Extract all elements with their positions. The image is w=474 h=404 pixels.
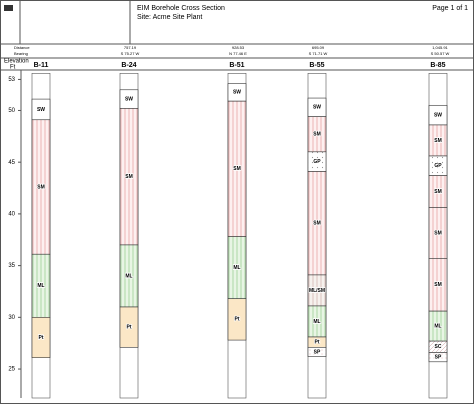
y-tick-label: 25 [8,367,15,373]
soil-label: SM [37,184,45,190]
y-tick-label: 30 [8,315,15,321]
bearing: S 75.27 W [121,51,140,56]
soil-label: ML [313,319,320,325]
row-label: Distance [14,45,30,50]
soil-label: SM [125,174,133,180]
title: EIM Borehole Cross Section [137,5,225,12]
soil-label: ML [434,323,441,329]
soil-label: SC [435,344,442,350]
distance: 757.19 [124,45,137,50]
soil-label: ML [125,273,132,279]
soil-layer [31,317,51,358]
soil-label: SM [434,230,442,236]
distance: 695.09 [312,45,325,50]
soil-label: SW [37,107,45,113]
bearing: N 77.46 E [229,51,247,56]
soil-label: ML [233,265,240,271]
soil-label: GP [313,159,321,165]
borehole-name: B-51 [229,62,244,69]
soil-label: SW [434,112,442,118]
soil-label: GP [434,163,442,169]
distance: 928.53 [232,45,245,50]
y-tick-label: 40 [8,211,15,217]
y-tick-label: 35 [8,263,15,269]
distance: 1,045.91 [432,45,448,50]
y-tick-label: 50 [8,108,15,114]
y-tick-label: 53 [8,77,15,83]
soil-layer [428,352,448,363]
y-tick-label: 45 [8,160,15,166]
borehole-name: B-85 [430,62,445,69]
soil-label: SM [434,189,442,195]
soil-label: SW [313,105,321,111]
soil-layer [119,306,139,348]
soil-label: SP [435,354,442,360]
soil-label: SM [313,132,321,138]
soil-label: SW [233,90,241,96]
soil-label: SM [434,138,442,144]
soil-label: SP [314,349,321,355]
borehole-name: B-24 [121,62,136,69]
site: Site: Acme Site Plant [137,14,202,21]
page-number: Page 1 of 1 [432,5,468,12]
soil-label: Pt [39,335,44,341]
soil-label: SM [434,282,442,288]
soil-layer [227,298,247,341]
borehole-name: B-11 [34,62,49,69]
soil-label: Pt [235,317,240,323]
borehole-name: B-55 [309,62,324,69]
row-label: Bearing [14,51,28,56]
logo [4,5,13,11]
bearing: S 50.57 W [431,51,450,56]
soil-label: ML/SM [309,288,325,294]
soil-label: SW [125,96,133,102]
soil-label: SM [233,166,241,172]
soil-label: Pt [315,339,320,345]
axis-label: Ft [10,65,16,71]
bearing: S 71.71 W [309,51,328,56]
soil-label: ML [37,283,44,289]
axis-label: Elevation [4,59,29,65]
soil-label: Pt [127,324,132,330]
soil-label: SM [313,221,321,227]
soil-layer [307,347,327,357]
